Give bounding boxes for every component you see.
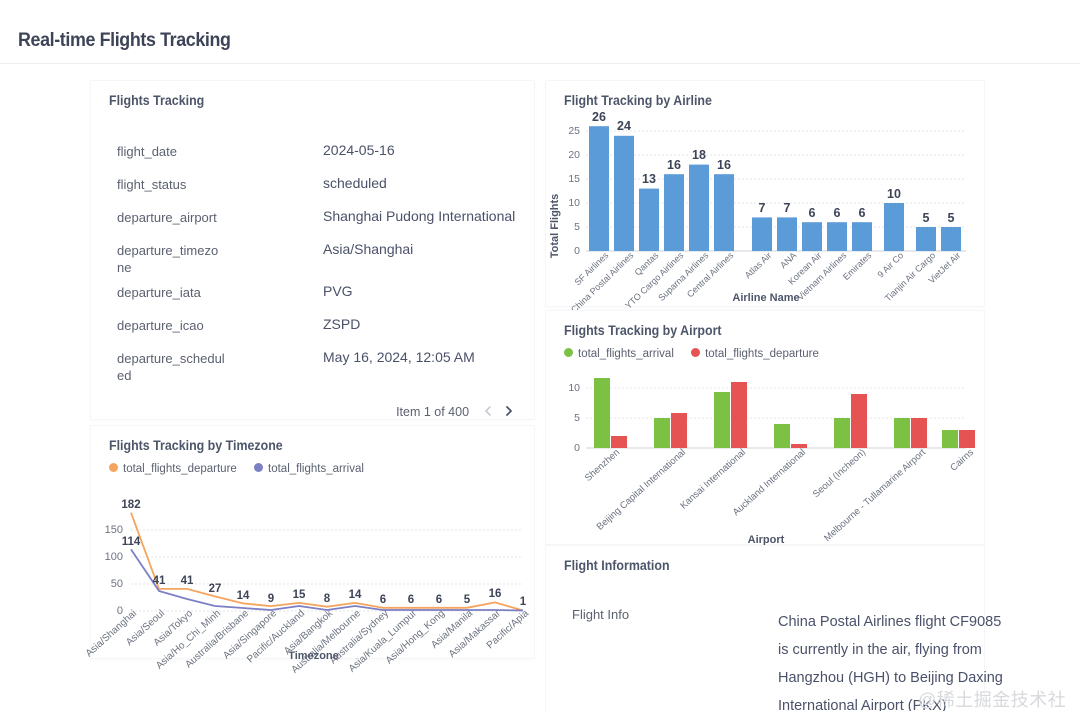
svg-text:5: 5 — [948, 211, 955, 225]
svg-text:Total Flights: Total Flights — [549, 194, 561, 259]
svg-text:6: 6 — [380, 594, 386, 606]
svg-text:5: 5 — [923, 211, 930, 225]
svg-text:182: 182 — [121, 499, 140, 511]
svg-text:16: 16 — [717, 158, 731, 172]
svg-text:114: 114 — [122, 536, 141, 548]
svg-text:5: 5 — [574, 412, 580, 424]
svg-text:9 Air Co: 9 Air Co — [875, 250, 905, 279]
svg-text:14: 14 — [349, 589, 362, 601]
svg-text:24: 24 — [617, 119, 631, 133]
svg-text:41: 41 — [181, 575, 194, 587]
svg-text:15: 15 — [293, 589, 306, 601]
svg-text:1: 1 — [520, 596, 527, 608]
svg-text:6: 6 — [809, 206, 816, 220]
svg-text:Seoul (Incheon): Seoul (Incheon) — [811, 447, 868, 500]
svg-text:Atlas Air: Atlas Air — [743, 250, 774, 280]
svg-text:5: 5 — [464, 594, 471, 606]
svg-text:ANA: ANA — [778, 250, 798, 270]
svg-text:6: 6 — [834, 206, 841, 220]
svg-text:10: 10 — [887, 187, 901, 201]
svg-text:13: 13 — [642, 172, 656, 186]
svg-text:27: 27 — [209, 583, 222, 595]
svg-text:5: 5 — [574, 221, 580, 233]
svg-text:25: 25 — [568, 125, 580, 137]
svg-text:16: 16 — [667, 158, 681, 172]
svg-text:Cairns: Cairns — [948, 447, 976, 474]
svg-text:15: 15 — [568, 173, 580, 185]
svg-text:20: 20 — [568, 149, 580, 161]
svg-text:10: 10 — [568, 197, 580, 209]
svg-text:6: 6 — [859, 206, 866, 220]
svg-text:9: 9 — [268, 593, 274, 605]
svg-text:26: 26 — [592, 110, 606, 124]
svg-text:Kansai International: Kansai International — [678, 447, 748, 511]
svg-text:Shenzhen: Shenzhen — [583, 447, 622, 484]
svg-text:14: 14 — [237, 590, 250, 602]
svg-text:10: 10 — [568, 382, 580, 394]
svg-text:6: 6 — [436, 594, 442, 606]
svg-text:41: 41 — [153, 575, 166, 587]
svg-text:6: 6 — [408, 594, 414, 606]
svg-text:16: 16 — [489, 588, 502, 600]
svg-text:18: 18 — [692, 148, 706, 162]
svg-text:7: 7 — [759, 201, 766, 215]
svg-text:7: 7 — [784, 201, 791, 215]
svg-text:Melbourne - Tullamarine Airpor: Melbourne - Tullamarine Airport — [822, 447, 928, 544]
svg-text:Emirates: Emirates — [841, 250, 874, 282]
svg-text:8: 8 — [324, 593, 331, 605]
